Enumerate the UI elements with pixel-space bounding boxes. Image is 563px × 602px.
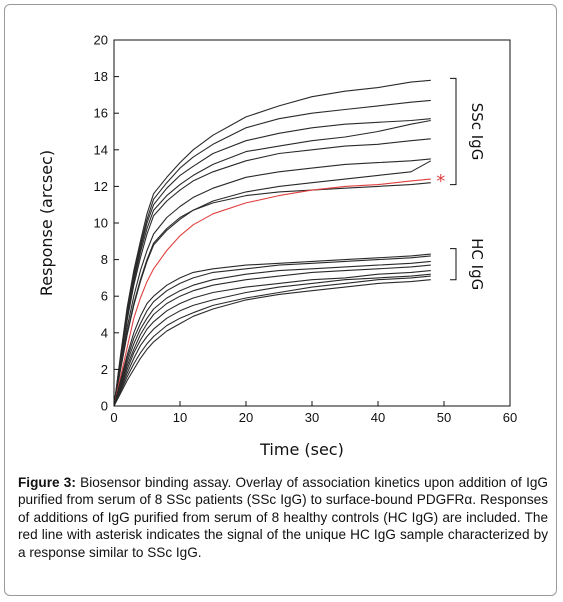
bracket-2 — [450, 248, 457, 281]
series-line-14 — [113, 270, 431, 407]
y-tick-label-14: 14 — [94, 142, 108, 157]
series-line-10 — [113, 253, 431, 407]
series-line-4 — [113, 119, 431, 407]
y-tick-label-0: 0 — [101, 399, 108, 414]
series-line-16 — [113, 275, 431, 407]
y-tick-label-20: 20 — [94, 33, 108, 48]
y-axis-title: Response (arcsec) — [37, 150, 56, 296]
x-tick-label-0: 0 — [110, 410, 117, 425]
series-line-2 — [113, 99, 431, 407]
series-line-13 — [113, 264, 431, 407]
x-tick-label-30: 30 — [305, 410, 319, 425]
y-tick-label-2: 2 — [101, 362, 108, 377]
y-tick-label-6: 6 — [101, 289, 108, 304]
series-line-15 — [113, 273, 431, 407]
caption-label: Figure 3: — [18, 475, 76, 490]
bracket-layer: SSc IgG HC IgG — [450, 77, 486, 290]
series-line-17 — [113, 279, 431, 407]
series-line-5 — [113, 138, 431, 407]
x-tick-label-10: 10 — [173, 410, 187, 425]
x-tick-label-20: 20 — [239, 410, 253, 425]
ticks-layer: 0 10 20 30 40 50 60 0 2 4 6 8 10 12 14 16 18 20 — [94, 33, 518, 426]
bracket-1 — [450, 77, 457, 186]
y-tick-label-16: 16 — [94, 106, 108, 121]
x-tick-label-40: 40 — [371, 410, 385, 425]
series-line-12 — [113, 260, 431, 407]
y-tick-label-8: 8 — [101, 252, 108, 267]
series-line-8 — [113, 182, 431, 407]
series-line-3 — [113, 118, 431, 407]
y-tick-label-12: 12 — [94, 179, 108, 194]
series-line-1 — [113, 79, 431, 407]
x-tick-label-50: 50 — [437, 410, 451, 425]
caption-text: Biosensor binding assay. Overlay of asso… — [18, 475, 548, 560]
figure-frame — [4, 4, 557, 596]
annotation-asterisk: * — [436, 171, 445, 192]
kinetics-chart: 0 10 20 30 40 50 60 0 2 4 6 8 10 12 14 16 18 20 SSc IgG HC… — [37, 33, 518, 460]
y-tick-label-18: 18 — [94, 69, 108, 84]
bracket-label-2: HC IgG — [468, 238, 486, 290]
bracket-label-1: SSc IgG — [468, 103, 486, 161]
series-line-11 — [113, 255, 431, 407]
x-axis-title: Time (sec) — [259, 440, 344, 459]
y-tick-label-10: 10 — [94, 216, 108, 231]
x-tick-label-60: 60 — [503, 410, 517, 425]
y-tick-label-4: 4 — [101, 325, 108, 340]
series-layer — [113, 79, 432, 407]
series-line-6 — [113, 158, 431, 407]
series-line-9 — [113, 178, 431, 407]
figure-caption: Figure 3: Biosensor binding assay. Overl… — [18, 474, 548, 561]
